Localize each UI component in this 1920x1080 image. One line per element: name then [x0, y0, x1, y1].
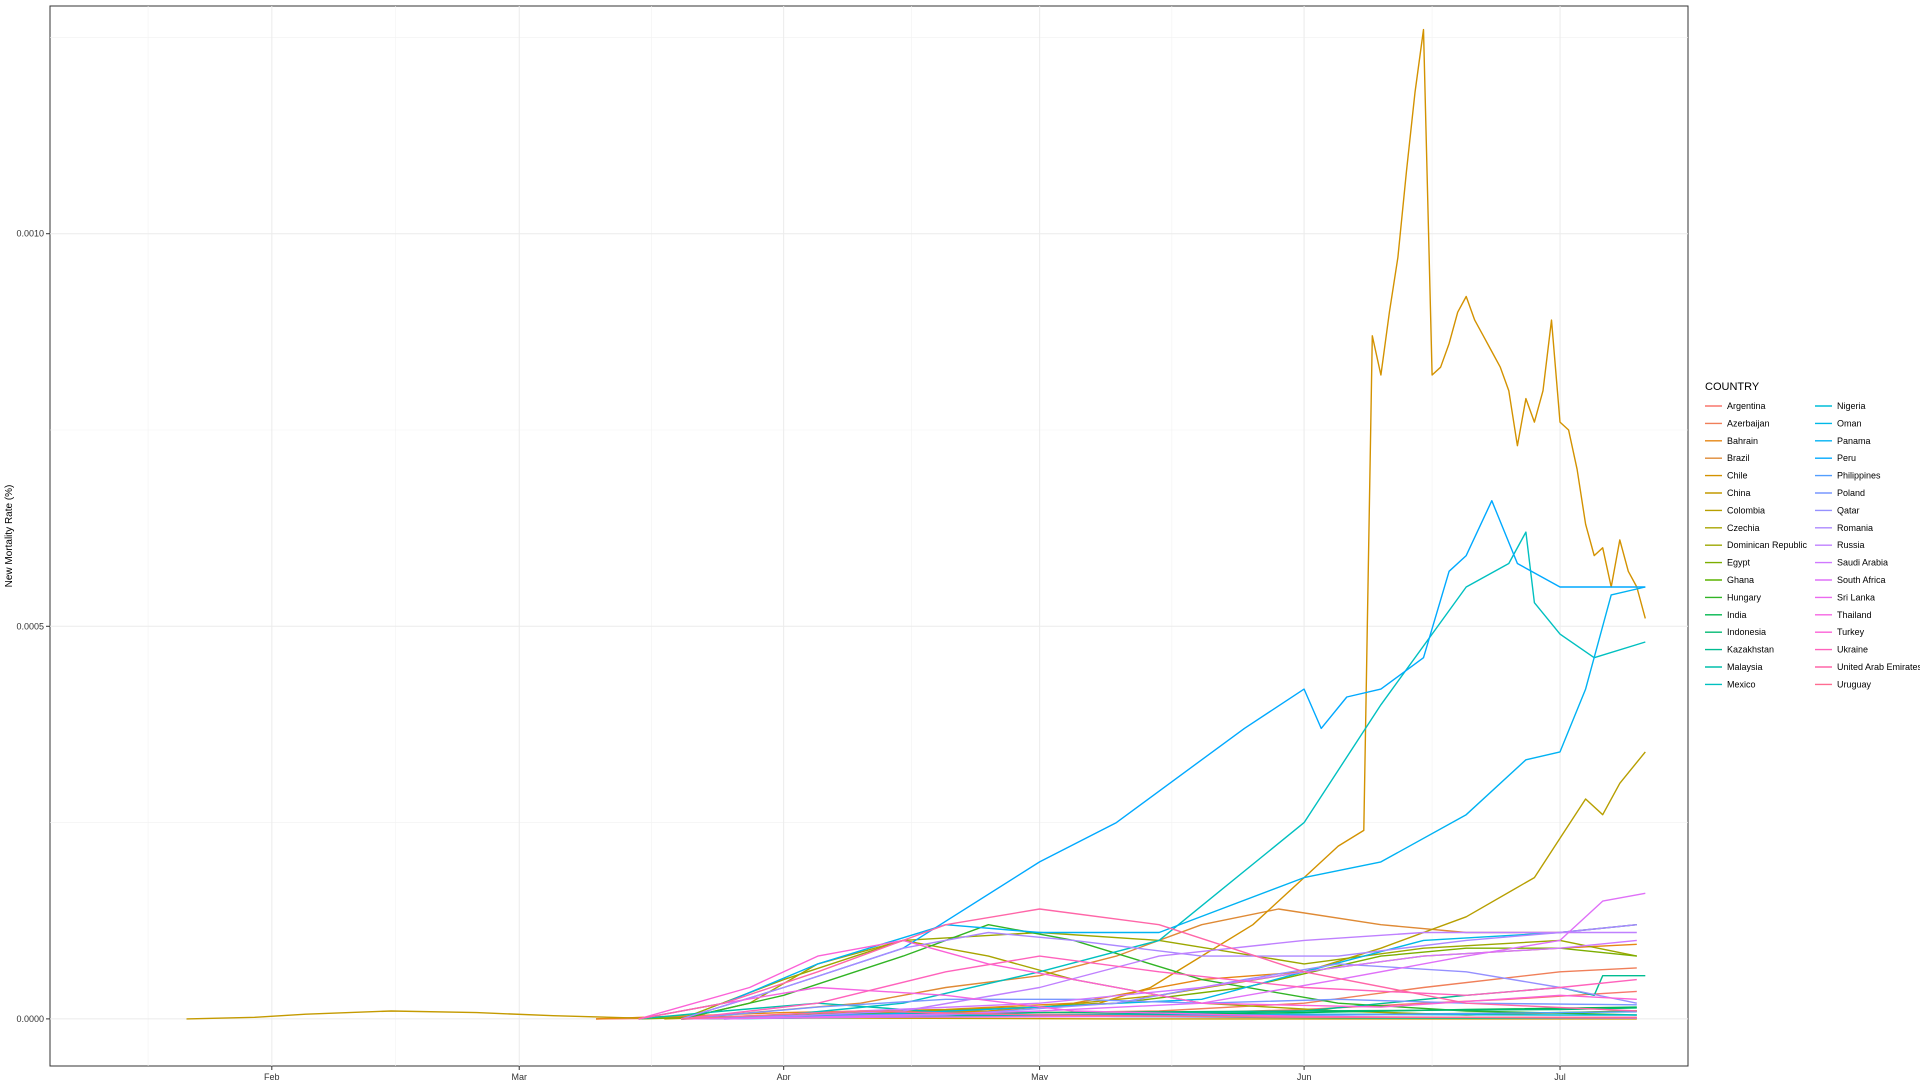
legend-label: Czechia [1727, 523, 1760, 533]
legend-label: Argentina [1727, 401, 1766, 411]
legend-label: Hungary [1727, 592, 1762, 602]
legend-label: Bahrain [1727, 436, 1758, 446]
x-tick-label: Mar [511, 1072, 527, 1080]
y-axis-title: New Mortality Rate (%) [4, 485, 15, 588]
legend-label: Turkey [1837, 627, 1865, 637]
legend-label: Uruguay [1837, 679, 1872, 689]
grid-layer [50, 6, 1688, 1066]
series-line-peru [681, 500, 1646, 1020]
series-layer [186, 28, 1646, 1020]
y-tick-label: 0.0010 [16, 229, 44, 239]
legend-label: Romania [1837, 523, 1873, 533]
legend-label: Panama [1837, 436, 1871, 446]
legend-label: Mexico [1727, 679, 1756, 689]
legend-label: Egypt [1727, 558, 1751, 568]
series-line-romania [681, 924, 1637, 1020]
legend-label: Ghana [1727, 575, 1754, 585]
series-line-chile [664, 28, 1646, 1020]
legend-label: Colombia [1727, 505, 1765, 515]
legend-label: Thailand [1837, 610, 1872, 620]
series-line-mexico [681, 531, 1646, 1020]
legend-label: United Arab Emirates [1837, 662, 1920, 672]
legend-label: India [1727, 610, 1747, 620]
panel-background [49, 5, 1689, 1067]
series-line-saudi-arabia [681, 939, 1637, 1020]
legend-label: South Africa [1837, 575, 1886, 585]
legend-label: Qatar [1837, 505, 1860, 515]
legend-label: Azerbaijan [1727, 418, 1770, 428]
series-line-panama [638, 586, 1646, 1020]
y-tick-label: 0.0000 [16, 1014, 44, 1024]
x-tick-label: Jul [1554, 1072, 1566, 1080]
legend-label: China [1727, 488, 1751, 498]
series-line-uruguay [681, 1010, 1637, 1020]
x-tick-label: Feb [264, 1072, 280, 1080]
legend-label: Dominican Republic [1727, 540, 1808, 550]
legend-label: Malaysia [1727, 662, 1763, 672]
legend-label: Chile [1727, 471, 1748, 481]
legend-label: Indonesia [1727, 627, 1766, 637]
legend: COUNTRY Argentina Azerbaijan Bahrain Brazil… [1705, 381, 1920, 689]
legend-label: Brazil [1727, 453, 1750, 463]
series-line-ukraine [681, 955, 1637, 1020]
x-tick-label: Jun [1297, 1072, 1312, 1080]
legend-label: Saudi Arabia [1837, 558, 1888, 568]
legend-label: Peru [1837, 453, 1856, 463]
legend-label: Poland [1837, 488, 1865, 498]
legend-label: Russia [1837, 540, 1865, 550]
legend-label: Kazakhstan [1727, 645, 1774, 655]
series-line-turkey [638, 939, 1637, 1020]
series-line-united-arab-emirates [638, 908, 1637, 1020]
x-tick-label: May [1031, 1072, 1049, 1080]
y-tick-label: 0.0005 [16, 621, 44, 631]
legend-label: Sri Lanka [1837, 592, 1875, 602]
legend-label: Philippines [1837, 471, 1881, 481]
legend-label: Oman [1837, 418, 1862, 428]
legend-label: Nigeria [1837, 401, 1866, 411]
x-tick-label: Apr [777, 1072, 791, 1080]
legend-title: COUNTRY [1705, 381, 1760, 393]
series-line-china [186, 1010, 1637, 1020]
legend-label: Ukraine [1837, 645, 1868, 655]
axis-layer: Feb Mar Apr May Jun Jul 0.0000 0.0005 0.0010 [16, 229, 1565, 1080]
